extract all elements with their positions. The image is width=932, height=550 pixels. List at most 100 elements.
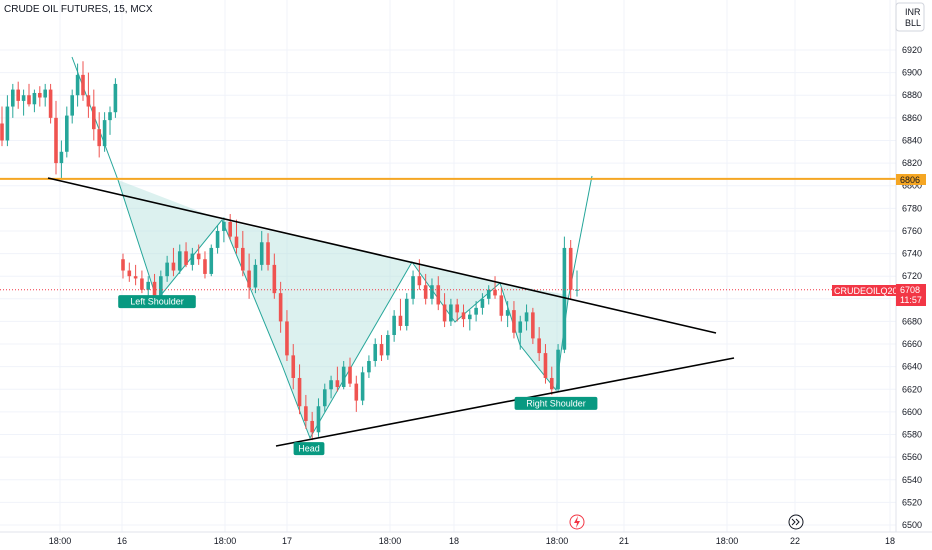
- candle-body: [16, 89, 20, 101]
- candle-body: [404, 298, 409, 326]
- candle-body: [474, 307, 478, 315]
- candle-body: [468, 314, 472, 320]
- candle-body: [556, 349, 560, 390]
- y-tick-label: 6780: [902, 203, 922, 213]
- countdown-label: 11:57: [900, 295, 922, 305]
- candle-body: [310, 420, 314, 433]
- candle-body: [297, 377, 302, 407]
- y-tick-label: 6720: [902, 271, 922, 281]
- resistance-price: 6806: [900, 175, 920, 185]
- candle-body: [436, 285, 441, 305]
- candle-body: [27, 95, 31, 105]
- candle-body: [354, 383, 359, 401]
- candle-body: [531, 312, 535, 339]
- candle-body: [11, 89, 15, 107]
- x-tick-label: 17: [282, 536, 292, 546]
- candle-body: [461, 312, 466, 320]
- candle-body: [398, 315, 403, 326]
- candle-body: [562, 247, 567, 350]
- candle-body: [102, 120, 107, 147]
- y-tick-label: 6820: [902, 158, 922, 168]
- x-tick-label: 18:00: [214, 536, 237, 546]
- x-tick-label: 18:00: [379, 536, 402, 546]
- candle-body: [222, 221, 226, 231]
- candle-body: [59, 151, 64, 164]
- candle-body: [65, 115, 69, 152]
- candle-body: [54, 117, 58, 164]
- time-axis[interactable]: 18:00 16 18:00 17 18:00 18 18:00 21 18:00 22 18: [0, 531, 932, 546]
- candle-body: [449, 304, 453, 322]
- pattern-labels: Left Shoulder Head Right Shoulder: [118, 295, 598, 456]
- x-tick-label: 18:00: [716, 536, 739, 546]
- y-tick-label: 6880: [902, 90, 922, 100]
- candle-body: [92, 106, 96, 130]
- candle-body: [228, 221, 232, 237]
- candle-body: [480, 298, 485, 308]
- candle-body: [543, 353, 548, 378]
- x-tick-label: 21: [619, 536, 629, 546]
- candle-body: [190, 253, 195, 265]
- y-tick-label: 6740: [902, 249, 922, 259]
- candle-body: [537, 338, 541, 354]
- pattern-label-bg: [293, 442, 325, 456]
- candle-body: [360, 372, 365, 401]
- pattern-label: Left Shoulder: [130, 297, 184, 307]
- y-tick-label: 6500: [902, 520, 922, 530]
- candle-body: [81, 74, 85, 96]
- x-tick-label: 18:00: [546, 536, 569, 546]
- candle-body: [316, 406, 321, 433]
- pattern-label-bg: [118, 295, 196, 309]
- candle-body: [43, 89, 47, 98]
- candle-body: [291, 355, 296, 378]
- fast-forward-icon[interactable]: [788, 514, 804, 530]
- candle-body: [367, 361, 371, 373]
- currency-label: INR: [905, 7, 921, 17]
- candle-body: [417, 276, 422, 286]
- y-tick-label: 6660: [902, 339, 922, 349]
- candle-body: [335, 380, 340, 388]
- lightning-icon[interactable]: [569, 514, 585, 530]
- candle-body: [5, 106, 10, 141]
- candle-body: [127, 270, 132, 277]
- y-tick-label: 6560: [902, 452, 922, 462]
- y-tick-label: 6920: [902, 45, 922, 55]
- grid: [0, 0, 896, 532]
- candle-body: [152, 281, 157, 299]
- candle-body: [486, 289, 491, 299]
- y-tick-label: 6840: [902, 135, 922, 145]
- candle-body: [203, 259, 207, 274]
- candle-body: [392, 315, 396, 335]
- candle-body: [75, 74, 80, 96]
- candle-body: [159, 276, 163, 299]
- candle-body: [38, 92, 42, 98]
- candle-body: [97, 129, 101, 147]
- overlay-lines: [0, 177, 896, 447]
- candle-body: [304, 406, 308, 421]
- x-tick-label: 18:00: [49, 536, 72, 546]
- candle-body: [70, 95, 74, 116]
- unit-box[interactable]: INR BLL: [895, 2, 925, 32]
- candle-body: [165, 262, 169, 277]
- unit-label: BLL: [905, 18, 921, 28]
- symbol-label: CRUDEOILQ2023: [834, 286, 908, 296]
- candle-body: [247, 270, 251, 288]
- candle-body: [133, 276, 138, 279]
- candle-body: [455, 304, 459, 313]
- y-tick-label: 6680: [902, 316, 922, 326]
- candle-body: [379, 344, 384, 356]
- candle-body: [209, 247, 214, 274]
- candle-body: [266, 242, 270, 265]
- price-axis[interactable]: 6500 6520 6540 6560 6580 6600 6620 6640 6660 6680…: [895, 0, 932, 550]
- candle-body: [146, 281, 151, 290]
- candle-body: [241, 247, 245, 271]
- candle-body: [21, 95, 26, 101]
- candle-body: [329, 380, 333, 390]
- y-tick-label: 6800: [902, 181, 922, 191]
- candle-body: [386, 335, 390, 356]
- x-tick-label: 18: [449, 536, 459, 546]
- y-tick-label: 6620: [902, 384, 922, 394]
- candle-body: [493, 289, 497, 296]
- y-tick-label: 6640: [902, 362, 922, 372]
- y-tick-label: 6860: [902, 113, 922, 123]
